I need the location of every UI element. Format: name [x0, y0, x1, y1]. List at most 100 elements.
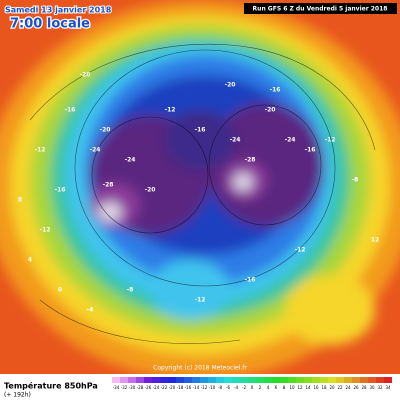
legend-label: 24 — [345, 385, 351, 390]
contour-label: 0 — [58, 287, 62, 294]
color-swatch — [208, 377, 216, 383]
legend-label: -20 — [169, 385, 176, 390]
color-swatch — [160, 377, 168, 383]
contour-label: -8 — [127, 287, 134, 294]
contour-label: -24 — [90, 147, 101, 154]
contour-label: 8 — [18, 197, 22, 204]
contour-label: -12 — [40, 227, 51, 234]
legend-label: 16 — [313, 385, 319, 390]
contour-label: -12 — [325, 137, 336, 144]
contour-label: 4 — [28, 257, 32, 264]
legend-label: 30 — [369, 385, 375, 390]
contour-label: -12 — [295, 247, 306, 254]
color-swatch — [136, 377, 144, 383]
local-time: 7:00 locale — [10, 17, 90, 32]
color-swatch — [320, 377, 328, 383]
contour-label: 12 — [371, 237, 379, 244]
contour-label: -4 — [87, 307, 94, 314]
contour-label: -16 — [305, 147, 316, 154]
color-swatch — [200, 377, 208, 383]
color-swatch — [304, 377, 312, 383]
legend-label: 10 — [289, 385, 295, 390]
copyright: Copyright (c) 2018 Meteociel.fr — [153, 365, 247, 372]
color-swatch — [216, 377, 224, 383]
legend-label: -18 — [177, 385, 184, 390]
contour-label: -20 — [80, 72, 91, 79]
legend-label: 12 — [297, 385, 303, 390]
valid-time: Samedi 13 janvier 2018 — [5, 6, 112, 15]
contour-label: -24 — [125, 157, 136, 164]
legend-label: 26 — [353, 385, 359, 390]
legend-label: -32 — [121, 385, 128, 390]
legend-label: -26 — [145, 385, 152, 390]
contour-label: -20 — [145, 187, 156, 194]
legend-label: 4 — [267, 385, 270, 390]
color-swatch — [248, 377, 256, 383]
contour-label: -16 — [55, 187, 66, 194]
contour-label: -24 — [285, 137, 296, 144]
color-swatch — [224, 377, 232, 383]
contour-label: -16 — [270, 87, 281, 94]
color-swatch — [112, 377, 120, 383]
color-swatch — [176, 377, 184, 383]
color-swatch — [232, 377, 240, 383]
legend-label: -14 — [193, 385, 200, 390]
color-swatch — [376, 377, 384, 383]
temperature-field: -20 -16 -12 -20 -24 -28 -24 -20 -16 -12 -20 -16 -24 -… — [0, 0, 400, 374]
color-swatch — [184, 377, 192, 383]
color-swatch — [336, 377, 344, 383]
color-swatch — [384, 377, 392, 383]
color-swatch — [360, 377, 368, 383]
color-swatch — [256, 377, 264, 383]
contour-label: -8 — [352, 177, 359, 184]
legend-label: -34 — [113, 385, 120, 390]
contour-label: -16 — [65, 107, 76, 114]
legend-label: 14 — [305, 385, 311, 390]
color-swatch — [264, 377, 272, 383]
legend-label: 32 — [377, 385, 383, 390]
legend-label: -4 — [234, 385, 238, 390]
color-swatch — [144, 377, 152, 383]
legend-label: 8 — [283, 385, 286, 390]
legend-label: 28 — [361, 385, 367, 390]
legend-label: -12 — [201, 385, 208, 390]
contour-label: -12 — [165, 107, 176, 114]
legend-title: Température 850hPa — [4, 381, 98, 391]
legend-label: 22 — [337, 385, 343, 390]
color-swatch — [288, 377, 296, 383]
run-info: Run GFS 6 Z du Vendredi 5 janvier 2018 — [253, 6, 388, 13]
legend-label: 20 — [329, 385, 335, 390]
color-swatch — [272, 377, 280, 383]
legend-label: -28 — [137, 385, 144, 390]
legend-lead: (+ 192h) — [4, 392, 31, 399]
color-swatch — [328, 377, 336, 383]
legend-label: 0 — [251, 385, 254, 390]
legend-label: -2 — [242, 385, 246, 390]
color-swatch — [120, 377, 128, 383]
contour-label: -16 — [195, 127, 206, 134]
legend-label: -8 — [218, 385, 222, 390]
legend-label: 2 — [259, 385, 262, 390]
contour-label: -20 — [225, 82, 236, 89]
color-swatch — [280, 377, 288, 383]
legend-label: -6 — [226, 385, 230, 390]
contour-label: -16 — [245, 277, 256, 284]
legend-label: -30 — [129, 385, 136, 390]
legend-label: 6 — [275, 385, 278, 390]
legend-label: -22 — [161, 385, 168, 390]
color-swatch — [192, 377, 200, 383]
contour-label: -24 — [230, 137, 241, 144]
color-swatch — [128, 377, 136, 383]
contour-label: -12 — [35, 147, 46, 154]
color-swatch — [240, 377, 248, 383]
color-swatch — [368, 377, 376, 383]
contour-label: -28 — [245, 157, 256, 164]
contour-label: -20 — [265, 107, 276, 114]
color-swatch — [312, 377, 320, 383]
legend-label: -24 — [153, 385, 160, 390]
color-swatch — [352, 377, 360, 383]
legend-label: 34 — [385, 385, 391, 390]
legend-label: -10 — [209, 385, 216, 390]
contour-label: -28 — [103, 182, 114, 189]
